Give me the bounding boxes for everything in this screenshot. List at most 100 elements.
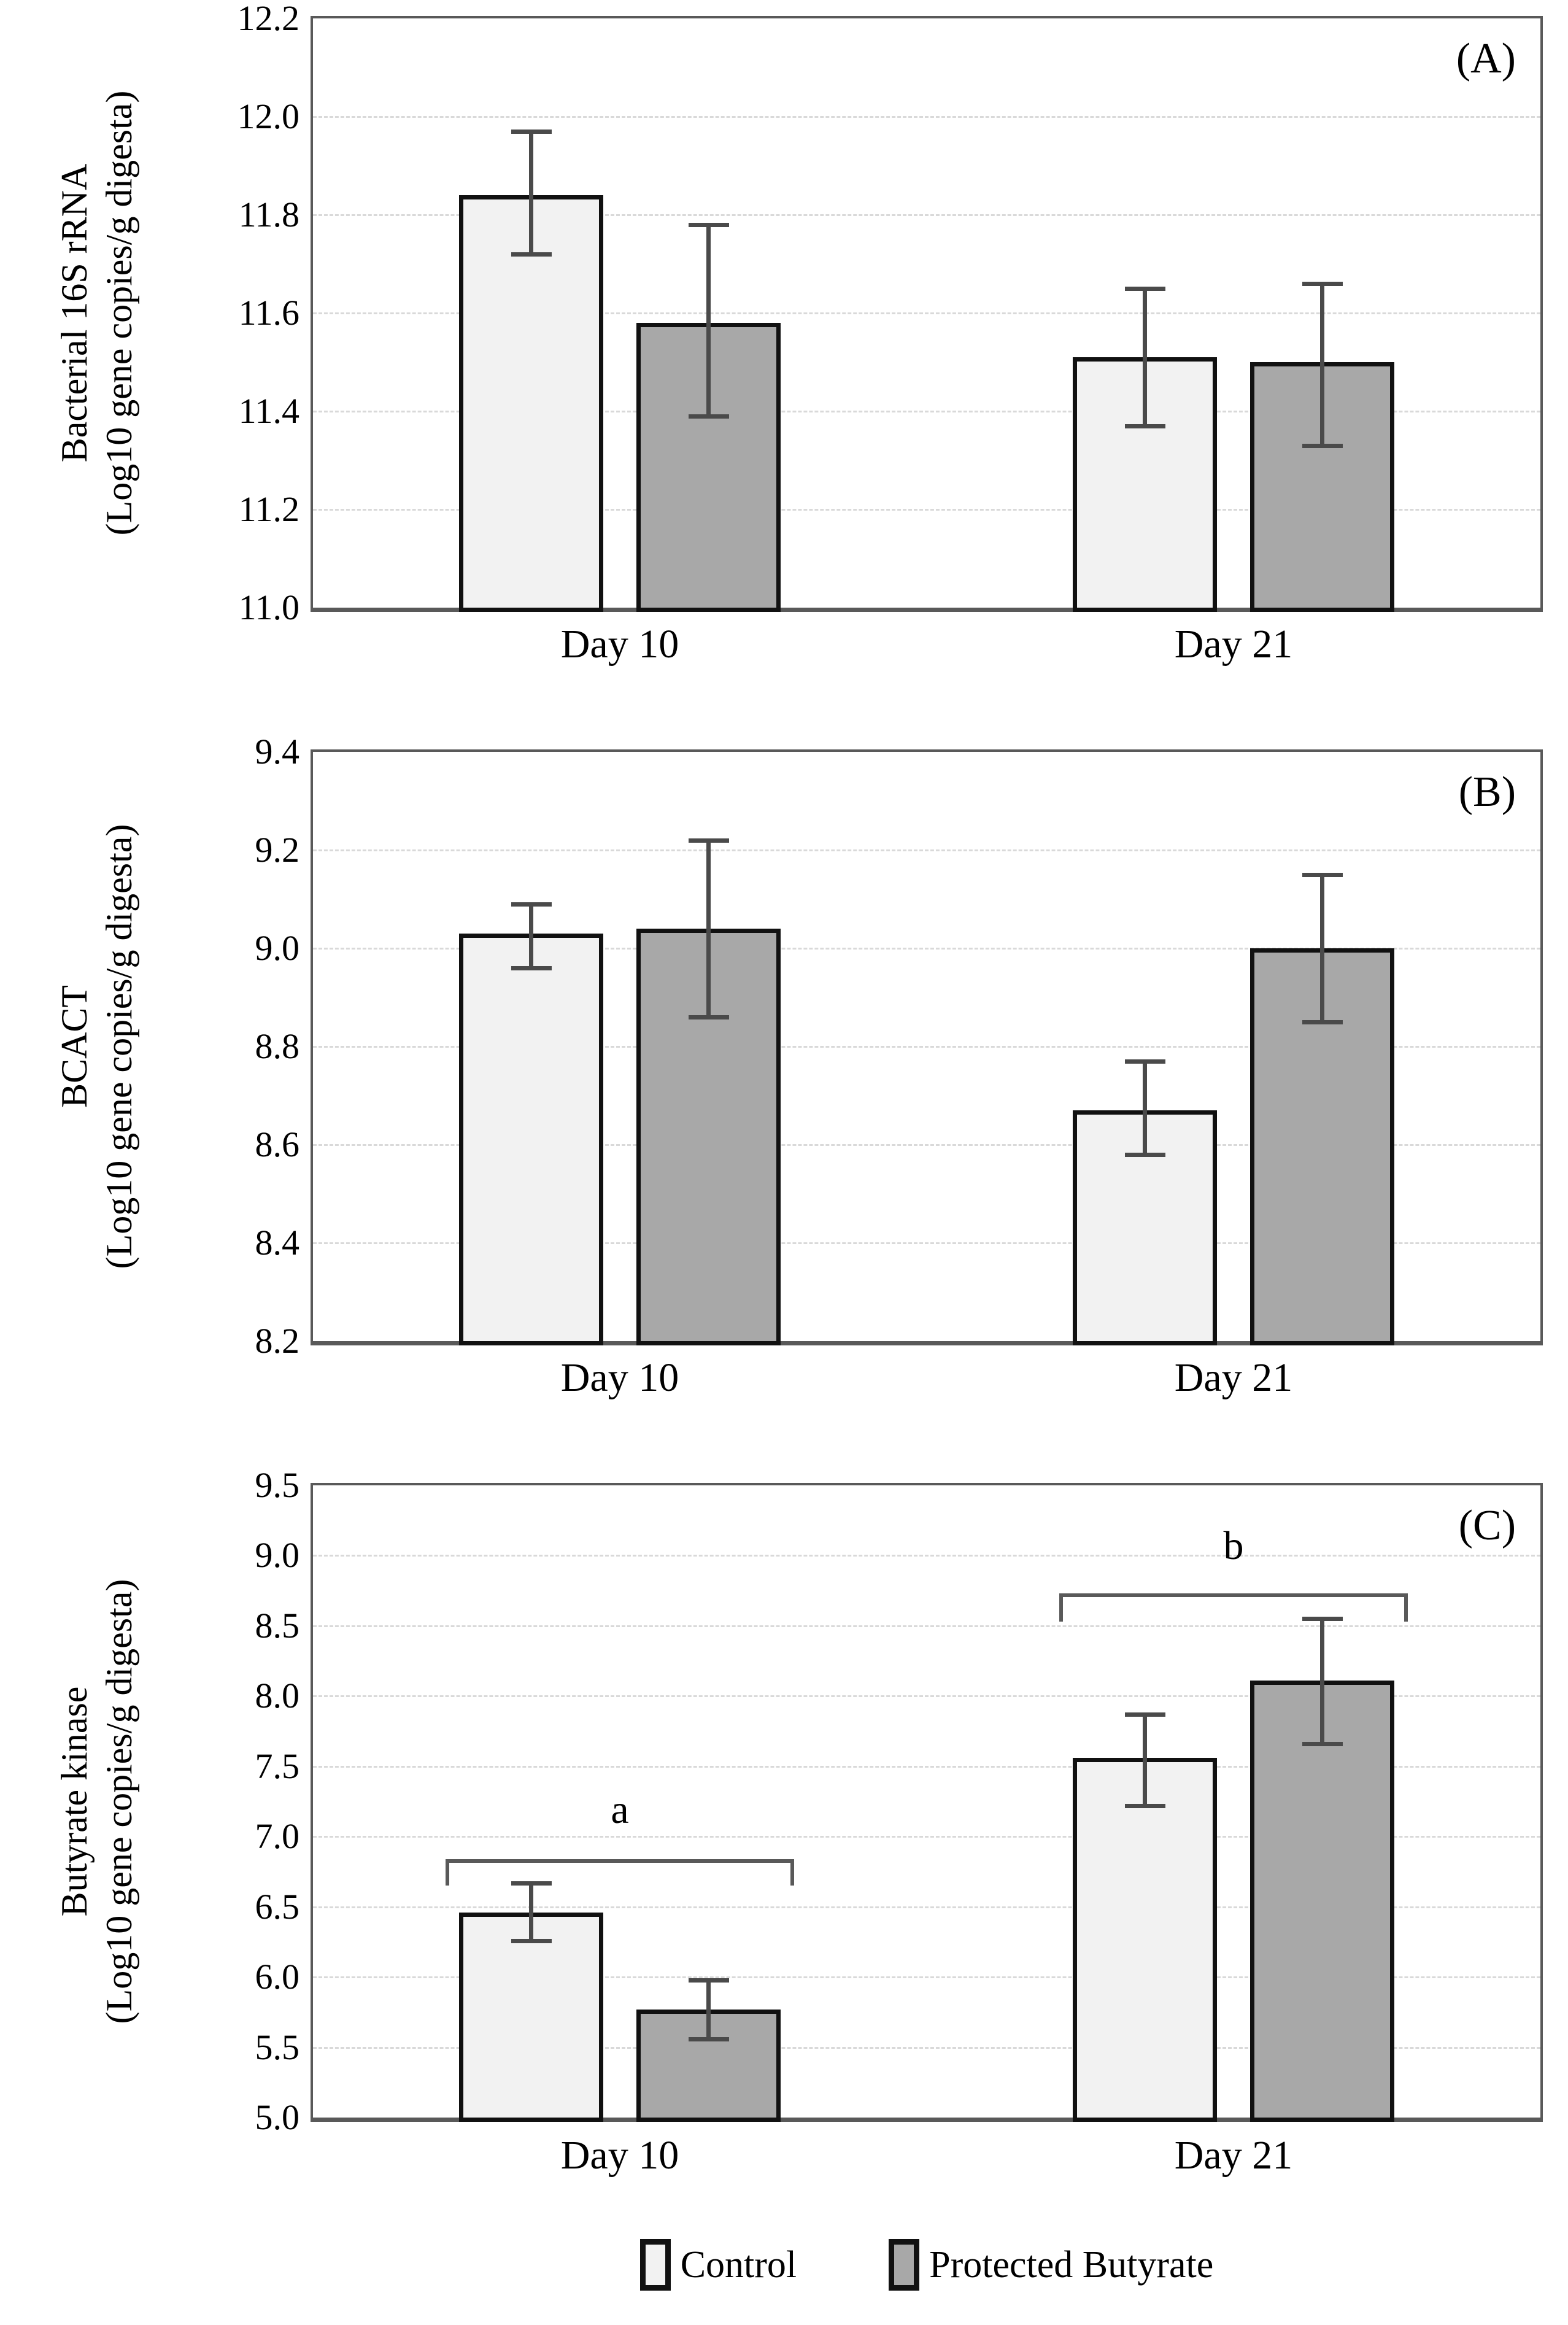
- error-bar-cap-top: [511, 1881, 552, 1886]
- error-bar-control-day-21: [1143, 1714, 1147, 1806]
- y-tick-label: 11.6: [238, 293, 299, 333]
- y-tick-label: 8.5: [255, 1605, 300, 1646]
- y-tick-label: 9.0: [255, 928, 300, 968]
- x-category-label-day-21: Day 21: [1174, 1355, 1293, 1400]
- error-bar-control-day-21: [1143, 1061, 1147, 1155]
- y-tick-label: 11.2: [238, 489, 299, 529]
- legend-item-control: Control: [639, 2239, 797, 2291]
- error-bar-cap-top: [688, 838, 729, 843]
- bracket-end-left: [1059, 1593, 1063, 1622]
- y-tick-label: 8.2: [255, 1321, 300, 1361]
- x-category-label-day-21: Day 21: [1174, 2133, 1293, 2178]
- gridline: [313, 509, 1540, 511]
- error-bar-protected-butyrate-day-10: [706, 1979, 711, 2039]
- bar-control-day-21: [1073, 1758, 1217, 2122]
- legend: Control Protected Butyrate: [313, 2239, 1540, 2291]
- gridline: [313, 2046, 1540, 2049]
- error-bar-cap-top: [1124, 287, 1165, 291]
- panel-c-plot-area: [311, 1483, 1543, 2122]
- error-bar-cap-bottom: [511, 966, 552, 970]
- error-bar-protected-butyrate-day-10: [706, 840, 711, 1017]
- gridline: [313, 312, 1540, 314]
- panel-a-plot-area: [311, 16, 1543, 612]
- y-axis-title-line1: Bacterial 16S rRNA: [54, 163, 95, 463]
- error-bar-cap-bottom: [511, 252, 552, 257]
- error-bar-cap-bottom: [1124, 1153, 1165, 1157]
- bar-protected-butyrate-day-21: [1250, 1681, 1394, 2122]
- y-tick-label: 7.0: [255, 1816, 300, 1857]
- legend-swatch-icon: [889, 2239, 920, 2291]
- error-bar-protected-butyrate-day-21: [1320, 875, 1324, 1022]
- error-bar-protected-butyrate-day-21: [1320, 1619, 1324, 1744]
- gridline: [313, 1836, 1540, 1838]
- y-tick-label: 8.4: [255, 1223, 300, 1263]
- error-bar-protected-butyrate-day-10: [706, 225, 711, 416]
- error-bar-cap-top: [688, 1978, 729, 1983]
- error-bar-cap-top: [1302, 1617, 1343, 1622]
- gridline: [313, 1625, 1540, 1627]
- bracket-label-b: b: [1223, 1523, 1244, 1568]
- gridline: [313, 411, 1540, 412]
- y-axis-title: BCACT (Log10 gene copies/g digesta): [52, 752, 144, 1341]
- panel-letter-b: (B): [1458, 768, 1516, 816]
- error-bar-control-day-10: [529, 131, 533, 254]
- gridline: [313, 116, 1540, 118]
- y-axis-title-line2: (Log10 gene copies/g digesta): [99, 824, 139, 1269]
- gridline: [313, 214, 1540, 216]
- y-axis-title: Butyrate kinase (Log10 gene copies/g dige…: [52, 1485, 144, 2118]
- x-category-label-day-10: Day 10: [560, 1355, 679, 1400]
- bracket-end-right: [1404, 1593, 1408, 1622]
- gridline: [313, 1144, 1540, 1146]
- gridline: [313, 849, 1540, 851]
- gridline: [313, 1695, 1540, 1698]
- gridline: [313, 948, 1540, 950]
- error-bar-cap-bottom: [688, 414, 729, 419]
- gridline: [313, 1242, 1540, 1244]
- y-tick-label: 12.2: [237, 0, 300, 38]
- y-tick-label: 8.6: [255, 1124, 300, 1164]
- panel-b-plot-area: [311, 749, 1543, 1345]
- y-tick-label: 11.8: [238, 195, 299, 234]
- x-category-label-day-21: Day 21: [1174, 622, 1293, 667]
- error-bar-cap-top: [1124, 1712, 1165, 1717]
- error-bar-cap-bottom: [1302, 444, 1343, 448]
- error-bar-control-day-10: [529, 1882, 533, 1941]
- x-category-label-day-10: Day 10: [560, 622, 679, 667]
- error-bar-cap-top: [1302, 282, 1343, 286]
- y-axis-title: Bacterial 16S rRNA (Log10 gene copies/g d…: [52, 18, 144, 608]
- y-tick-label: 5.5: [255, 2027, 300, 2067]
- y-axis-title-line2: (Log10 gene copies/g digesta): [99, 1579, 139, 2024]
- legend-label: Control: [680, 2243, 797, 2286]
- y-tick-label: 6.0: [255, 1957, 300, 1997]
- error-bar-cap-bottom: [1302, 1020, 1343, 1024]
- gridline: [313, 1765, 1540, 1768]
- error-bar-cap-bottom: [1124, 424, 1165, 428]
- bracket-end-right: [790, 1859, 794, 1886]
- y-tick-label: 9.5: [255, 1465, 300, 1505]
- y-tick-label: 11.4: [238, 391, 299, 431]
- panel-letter-c: (C): [1458, 1502, 1516, 1549]
- y-tick-label: 9.2: [255, 830, 300, 870]
- bar-control-day-10: [459, 1912, 603, 2122]
- gridline: [313, 1976, 1540, 1979]
- bar-control-day-10: [459, 195, 603, 612]
- error-bar-cap-top: [511, 130, 552, 134]
- error-bar-cap-top: [1302, 873, 1343, 877]
- y-tick-label: 9.0: [255, 1535, 300, 1576]
- gridline: [313, 1046, 1540, 1048]
- bracket-end-left: [446, 1859, 449, 1886]
- error-bar-cap-bottom: [688, 1015, 729, 1019]
- bar-protected-butyrate-day-21: [1250, 362, 1394, 612]
- error-bar-cap-bottom: [511, 1938, 552, 1943]
- x-category-label-day-10: Day 10: [560, 2133, 679, 2178]
- legend-swatch-icon: [639, 2239, 671, 2291]
- panel-letter-a: (A): [1456, 35, 1516, 82]
- error-bar-control-day-21: [1143, 288, 1147, 426]
- y-tick-label: 7.5: [255, 1746, 300, 1786]
- y-tick-label: 9.4: [255, 732, 300, 772]
- y-tick-label: 12.0: [237, 96, 300, 136]
- error-bar-cap-top: [688, 223, 729, 227]
- error-bar-control-day-10: [529, 904, 533, 968]
- bar-control-day-10: [459, 934, 603, 1345]
